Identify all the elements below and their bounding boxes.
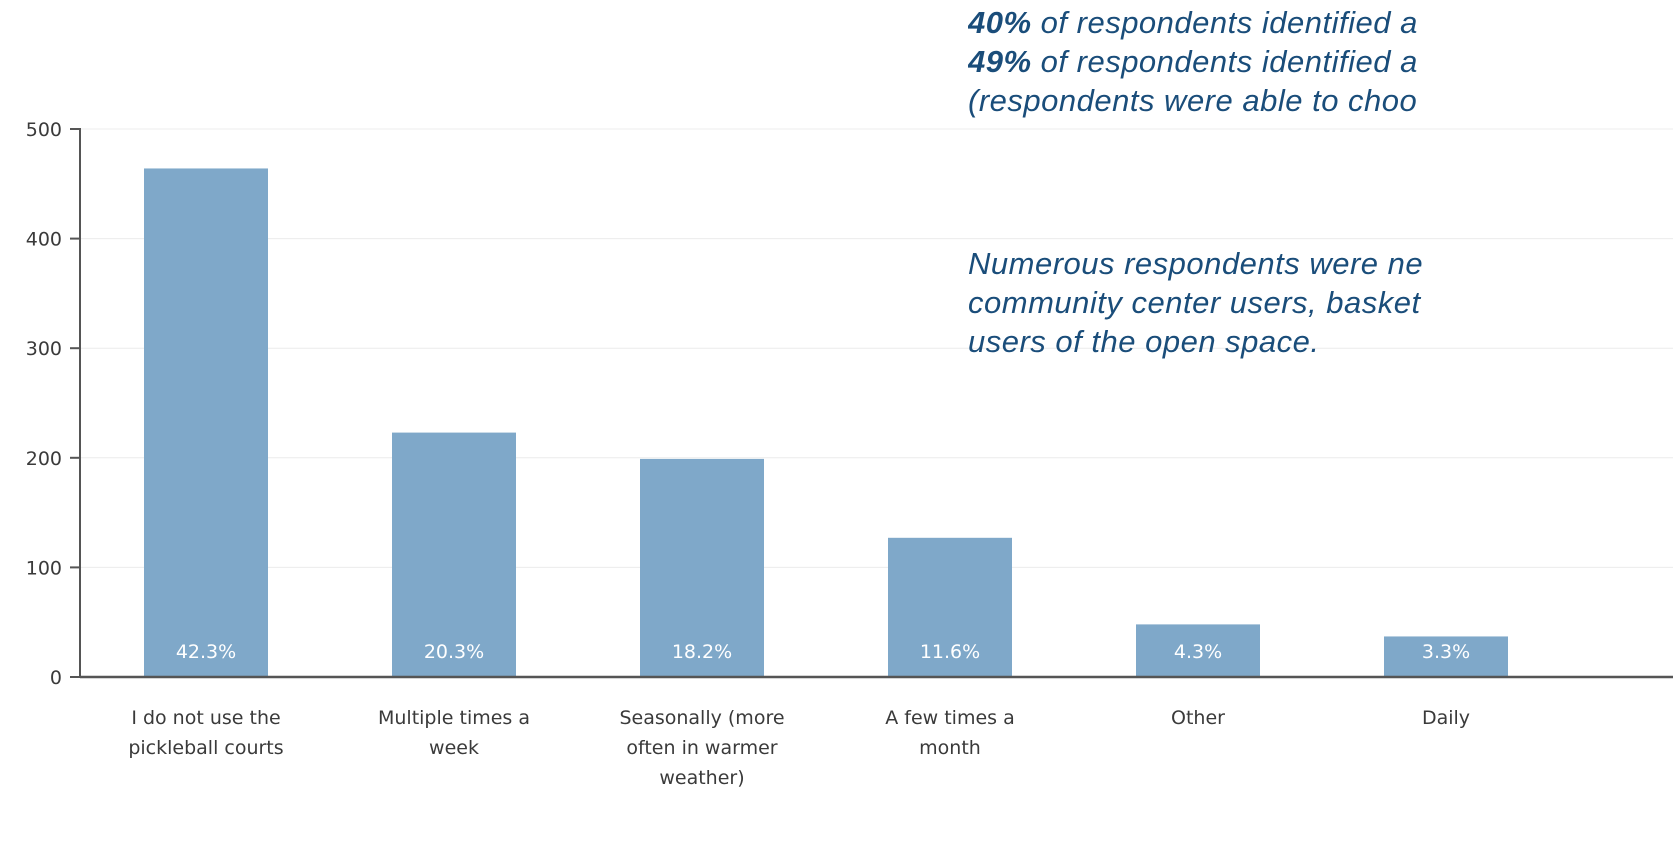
data-labels: 42.3% 20.3% 18.2% 11.6% 4.3% 3.3%	[176, 641, 1470, 663]
y-tick-label: 200	[26, 448, 62, 470]
bar	[144, 168, 268, 677]
x-category-label: Daily	[1422, 707, 1470, 729]
note-text-1: of respondents identified a	[1031, 5, 1418, 40]
y-tick-labels: 0 100 200 300 400 500	[26, 119, 62, 689]
note-text-2: of respondents identified a	[1031, 44, 1418, 79]
x-category-label: A few times a month	[885, 707, 1015, 759]
data-label: 18.2%	[672, 641, 732, 663]
note-para2-line-3: users of the open space.	[968, 324, 1320, 359]
data-label: 20.3%	[424, 641, 484, 663]
x-category-labels: I do not use the pickleball courts Multipl…	[128, 707, 1470, 789]
gridlines	[80, 128, 1673, 568]
y-tick-label: 100	[26, 557, 62, 579]
note-line-3: (respondents were able to choo	[968, 83, 1418, 118]
annotation-block-1: 40% of respondents identified a 49% of r…	[968, 3, 1673, 120]
bar	[392, 432, 516, 677]
y-tick-label: 300	[26, 338, 62, 360]
note-para2-line-1: Numerous respondents were ne	[968, 246, 1424, 281]
bars	[144, 168, 1508, 677]
x-category-label: I do not use the pickleball courts	[128, 707, 283, 759]
data-label: 4.3%	[1174, 641, 1222, 663]
bar	[888, 537, 1012, 677]
y-tick-label: 500	[26, 119, 62, 141]
x-category-label: Other	[1171, 707, 1225, 729]
note-percent-49: 49%	[968, 44, 1032, 79]
data-label: 11.6%	[920, 641, 980, 663]
x-category-label: Seasonally (more often in warmer weather)	[619, 707, 784, 789]
bar	[1384, 636, 1508, 677]
x-category-label: Multiple times a week	[378, 707, 530, 759]
data-label: 3.3%	[1422, 641, 1470, 663]
data-label: 42.3%	[176, 641, 236, 663]
y-tick-label: 0	[50, 667, 62, 689]
bar	[640, 458, 764, 677]
note-percent-40: 40%	[968, 5, 1032, 40]
annotation-block-2: Numerous respondents were ne community c…	[968, 244, 1673, 361]
note-line-1: 40% of respondents identified a	[968, 3, 1673, 42]
note-line-2: 49% of respondents identified a	[968, 42, 1673, 81]
axes	[70, 128, 1673, 679]
bar	[1136, 624, 1260, 677]
y-tick-label: 400	[26, 229, 62, 251]
note-para2-line-2: community center users, basket	[968, 285, 1421, 320]
